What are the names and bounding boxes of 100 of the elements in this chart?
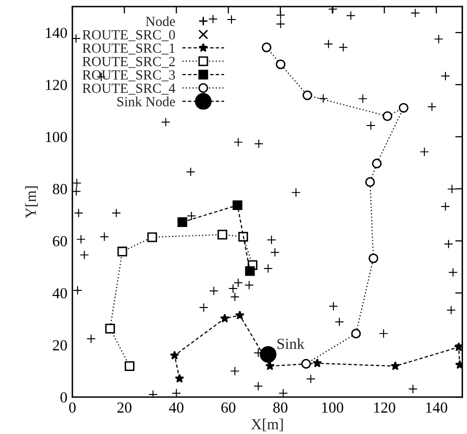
y-tick-label: 80 [52,184,67,194]
point [230,366,240,376]
point [447,184,457,194]
y-tick-label: 140 [46,28,67,38]
legend-label: ROUTE_SRC_1 [82,44,175,54]
point [270,248,280,257]
point [390,361,400,370]
point [378,328,388,338]
y-axis-title: Y[m] [25,186,38,218]
point [186,167,196,177]
point [124,361,134,371]
y-tick-label: 20 [52,340,67,350]
legend-label: ROUTE_SRC_0 [82,30,175,42]
point [382,111,392,121]
point [410,8,420,18]
point [328,302,338,311]
y-tick-label: 40 [52,288,67,298]
x-tick-label: 140 [426,402,448,413]
point [351,328,361,338]
point [105,324,115,334]
y-tick-label: 100 [46,132,67,142]
point [312,358,322,368]
point [218,230,228,240]
point [408,384,418,394]
point [276,59,286,70]
point [448,268,458,278]
x-tick-label: 0 [69,402,76,413]
point [172,388,182,398]
point [365,177,375,187]
point [80,250,89,260]
point [444,239,454,249]
point [446,305,456,315]
point [324,39,334,49]
point [254,382,263,391]
point [434,34,444,44]
point [318,94,328,104]
point [440,202,450,212]
point [208,14,218,24]
point [440,71,450,81]
legend-label: Sink Node [117,96,176,106]
point [266,235,276,244]
point [76,234,86,244]
legend-label: ROUTE_SRC_4 [82,84,176,95]
point [161,117,170,127]
point [100,232,110,242]
annotation: Sink [277,338,304,349]
point [301,358,311,369]
x-tick-label: 20 [117,402,132,413]
point [276,19,286,29]
point [346,10,356,20]
point [186,211,196,221]
point [245,266,255,276]
point [276,10,286,20]
point [86,334,96,344]
point [238,232,248,242]
point [209,286,218,296]
point [226,14,236,24]
point [265,361,275,370]
point [170,350,180,360]
point [220,314,230,323]
point [291,188,301,198]
legend-label: Node [146,16,175,26]
point [334,317,344,327]
point [306,374,316,384]
y-tick-label: 120 [46,80,67,90]
point [117,246,128,256]
point [72,34,81,44]
x-axis-title: X[m] [251,418,283,432]
point [278,388,288,398]
point [454,342,462,352]
point [112,208,121,218]
point [148,390,158,398]
point [177,217,188,227]
point [427,102,437,112]
point [262,42,272,52]
point [72,178,82,188]
point [199,302,208,312]
x-tick-label: 120 [374,402,396,413]
point [338,42,348,52]
point [260,346,276,363]
point [398,102,408,113]
point [368,253,378,264]
point [263,264,273,274]
x-tick-label: 80 [273,402,288,413]
point [235,310,244,320]
y-tick-label: 60 [52,236,67,246]
x-tick-label: 100 [322,402,344,413]
x-tick-label: 60 [221,402,236,413]
point [302,90,312,100]
point [72,186,81,196]
point [174,374,184,383]
point [72,286,82,295]
point [74,208,84,218]
point [147,232,158,242]
point [372,158,382,168]
point [420,147,430,156]
y-tick-label: 0 [60,392,67,403]
point [328,6,338,14]
point [358,94,368,104]
point [244,280,254,290]
